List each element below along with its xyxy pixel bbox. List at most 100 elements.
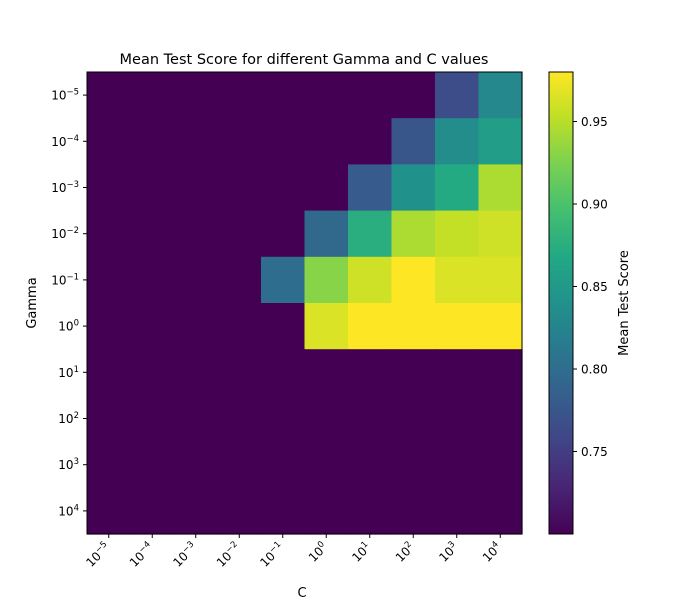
heatmap-cell xyxy=(174,210,219,258)
heatmap-cell xyxy=(87,441,132,489)
heatmap-cell xyxy=(261,303,306,350)
x-tick-label: 10−1 xyxy=(257,540,287,570)
heatmap-cell xyxy=(478,349,523,396)
heatmap-cell xyxy=(174,395,219,443)
y-axis-ticks: 10−5 10−4 10−3 10−2 10−1 100 101 102 103 104 xyxy=(51,88,87,518)
heatmap-cell xyxy=(174,72,219,119)
heatmap-cell xyxy=(261,210,306,258)
heatmap-cell xyxy=(217,164,262,212)
heatmap-cell xyxy=(478,395,523,443)
heatmap-cell xyxy=(87,210,132,258)
colorbar-tick-label: 0.80 xyxy=(581,363,608,377)
heatmap-cell xyxy=(348,256,393,304)
heatmap-cells xyxy=(87,72,523,535)
heatmap-cell xyxy=(217,487,262,535)
heatmap-cell xyxy=(348,164,393,212)
heatmap-cell xyxy=(348,395,393,443)
heatmap-cell xyxy=(130,164,175,212)
heatmap-cell xyxy=(391,487,436,535)
y-axis-label: Gamma xyxy=(25,277,40,328)
heatmap-cell xyxy=(304,303,349,350)
heatmap-cell xyxy=(348,72,393,119)
heatmap-cell xyxy=(391,118,436,165)
heatmap-cell xyxy=(478,487,523,535)
heatmap-cell xyxy=(435,395,480,443)
plot-frame xyxy=(86,71,523,535)
heatmap-cell xyxy=(478,118,523,165)
heatmap-cell xyxy=(391,164,436,212)
x-tick-label: 10−4 xyxy=(126,540,156,570)
x-tick-label: 10−3 xyxy=(170,540,200,570)
heatmap-cell xyxy=(261,164,306,212)
colorbar-tick-label: 0.75 xyxy=(581,445,608,459)
heatmap-cell xyxy=(304,164,349,212)
y-tick-label: 102 xyxy=(58,411,79,426)
heatmap-cell xyxy=(435,441,480,489)
heatmap-cell xyxy=(217,303,262,350)
heatmap-cell xyxy=(217,441,262,489)
y-tick-label: 101 xyxy=(58,365,79,380)
heatmap-cell xyxy=(478,210,523,258)
heatmap-cell xyxy=(304,349,349,396)
y-tick-label: 10−2 xyxy=(51,226,79,241)
chart-title: Mean Test Score for different Gamma and … xyxy=(120,52,489,68)
heatmap-cell xyxy=(348,303,393,350)
x-tick-label: 103 xyxy=(436,540,461,565)
colorbar-tick-label: 0.95 xyxy=(581,115,608,129)
heatmap-cell xyxy=(304,210,349,258)
heatmap-cell xyxy=(435,487,480,535)
heatmap-cell xyxy=(130,349,175,396)
heatmap-cell xyxy=(261,72,306,119)
heatmap-cell xyxy=(174,118,219,165)
heatmap-cell xyxy=(435,118,480,165)
heatmap-cell xyxy=(348,487,393,535)
heatmap-cell xyxy=(348,349,393,396)
heatmap-cell xyxy=(130,395,175,443)
heatmap-cell xyxy=(478,441,523,489)
heatmap-cell xyxy=(391,72,436,119)
heatmap-cell xyxy=(304,441,349,489)
heatmap-cell xyxy=(304,256,349,304)
heatmap-cell xyxy=(174,256,219,304)
heatmap-cell xyxy=(130,210,175,258)
heatmap-cell xyxy=(87,349,132,396)
heatmap-cell xyxy=(261,256,306,304)
heatmap-cell xyxy=(261,487,306,535)
heatmap-cell xyxy=(348,210,393,258)
heatmap-cell xyxy=(435,164,480,212)
heatmap-cell xyxy=(217,349,262,396)
heatmap-cell xyxy=(87,256,132,304)
y-tick-label: 100 xyxy=(58,319,79,334)
heatmap-cell xyxy=(217,118,262,165)
heatmap-cell xyxy=(261,395,306,443)
heatmap-cell xyxy=(87,72,132,119)
heatmap-cell xyxy=(478,164,523,212)
heatmap-cell xyxy=(261,349,306,396)
heatmap-cell xyxy=(87,487,132,535)
heatmap-cell xyxy=(130,441,175,489)
x-tick-label: 10−5 xyxy=(83,540,113,570)
heatmap-cell xyxy=(304,118,349,165)
heatmap-cell xyxy=(87,395,132,443)
heatmap-cell xyxy=(87,303,132,350)
heatmap-cell xyxy=(435,349,480,396)
heatmap-cell xyxy=(435,72,480,119)
y-tick-label: 10−1 xyxy=(51,272,79,287)
heatmap-cell xyxy=(435,303,480,350)
heatmap-cell xyxy=(478,303,523,350)
heatmap-cell xyxy=(391,256,436,304)
heatmap-cell xyxy=(130,487,175,535)
heatmap-cell xyxy=(217,395,262,443)
x-tick-label: 101 xyxy=(349,540,374,565)
heatmap-cell xyxy=(130,303,175,350)
heatmap-cell xyxy=(217,72,262,119)
x-axis-label: C xyxy=(297,586,306,600)
heatmap-cell xyxy=(217,256,262,304)
x-tick-label: 10−2 xyxy=(213,540,243,570)
colorbar-tick-label: 0.90 xyxy=(581,198,608,212)
colorbar xyxy=(548,71,574,535)
heatmap-cell xyxy=(391,441,436,489)
x-tick-label: 102 xyxy=(392,540,417,565)
colorbar-tick-label: 0.85 xyxy=(581,280,608,294)
